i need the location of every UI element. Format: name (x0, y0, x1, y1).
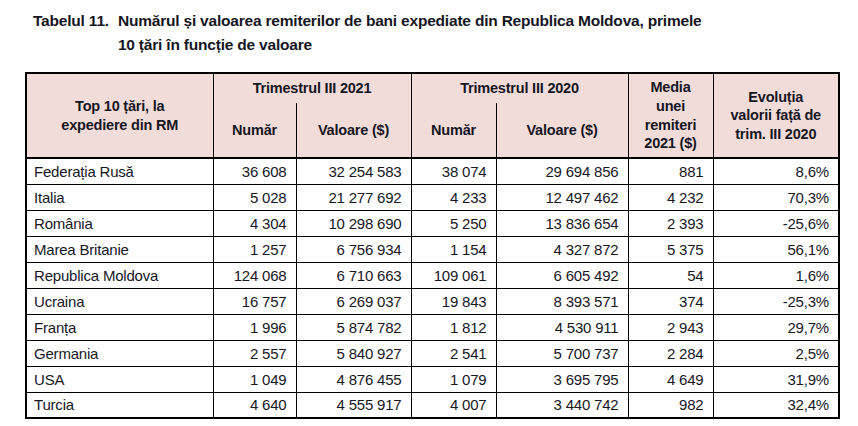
cell-evolutia: 32,4% (713, 392, 839, 418)
cell-numar-2021: 124 068 (213, 262, 296, 288)
header-valoare-2020: Valoare ($) (496, 103, 628, 158)
cell-media-2021: 2 284 (628, 340, 713, 366)
cell-media-2021: 4 232 (628, 184, 713, 210)
cell-valoare-2020: 3 440 742 (496, 392, 628, 418)
cell-numar-2020: 109 061 (411, 262, 496, 288)
cell-country: Republica Moldova (26, 262, 213, 288)
header-numar-2020: Număr (411, 103, 496, 158)
cell-numar-2020: 1 812 (411, 314, 496, 340)
cell-numar-2021: 36 608 (213, 158, 296, 184)
header-country: Top 10 țări, la expediere din RM (26, 73, 213, 158)
cell-country: Marea Britanie (26, 236, 213, 262)
header-group-trimestrul-2021: Trimestrul III 2021 (213, 73, 411, 103)
cell-evolutia: -25,3% (713, 288, 839, 314)
cell-numar-2021: 1 996 (213, 314, 296, 340)
cell-valoare-2021: 4 555 917 (296, 392, 411, 418)
cell-media-2021: 4 649 (628, 366, 713, 392)
cell-valoare-2021: 32 254 583 (296, 158, 411, 184)
cell-valoare-2020: 6 605 492 (496, 262, 628, 288)
cell-numar-2020: 4 233 (411, 184, 496, 210)
cell-evolutia: 70,3% (713, 184, 839, 210)
header-valoare-2021: Valoare ($) (296, 103, 411, 158)
cell-numar-2021: 2 557 (213, 340, 296, 366)
cell-numar-2021: 4 304 (213, 210, 296, 236)
cell-country: Germania (26, 340, 213, 366)
table-row: Marea Britanie1 2576 756 9341 1544 327 8… (26, 236, 839, 262)
cell-numar-2020: 4 007 (411, 392, 496, 418)
table-title: Tabelul 11. Numărul și valoarea remiteri… (33, 9, 701, 57)
cell-valoare-2021: 6 756 934 (296, 236, 411, 262)
cell-valoare-2020: 4 530 911 (496, 314, 628, 340)
cell-media-2021: 54 (628, 262, 713, 288)
cell-country: Italia (26, 184, 213, 210)
header-group-trimestrul-2020: Trimestrul III 2020 (411, 73, 628, 103)
cell-numar-2021: 1 257 (213, 236, 296, 262)
header-evolutia: Evoluția valorii față de trim. III 2020 (713, 73, 839, 158)
table-row: Federația Rusă36 60832 254 58338 07429 6… (26, 158, 839, 184)
cell-country: Franța (26, 314, 213, 340)
table-row: Ucraina16 7576 269 03719 8438 393 571374… (26, 288, 839, 314)
cell-numar-2021: 4 640 (213, 392, 296, 418)
cell-media-2021: 2 393 (628, 210, 713, 236)
cell-evolutia: 8,6% (713, 158, 839, 184)
cell-numar-2020: 38 074 (411, 158, 496, 184)
cell-evolutia: -25,6% (713, 210, 839, 236)
cell-valoare-2021: 4 876 455 (296, 366, 411, 392)
cell-valoare-2021: 5 874 782 (296, 314, 411, 340)
table-row: Republica Moldova124 0686 710 663109 061… (26, 262, 839, 288)
cell-numar-2021: 16 757 (213, 288, 296, 314)
cell-evolutia: 56,1% (713, 236, 839, 262)
table-row: Franța1 9965 874 7821 8124 530 9112 9432… (26, 314, 839, 340)
cell-evolutia: 2,5% (713, 340, 839, 366)
cell-valoare-2021: 5 840 927 (296, 340, 411, 366)
cell-media-2021: 374 (628, 288, 713, 314)
table-title-text: Numărul și valoarea remiterilor de bani … (118, 9, 702, 57)
cell-evolutia: 1,6% (713, 262, 839, 288)
table-title-line1: Numărul și valoarea remiterilor de bani … (118, 9, 702, 33)
cell-valoare-2021: 6 710 663 (296, 262, 411, 288)
cell-country: Ucraina (26, 288, 213, 314)
cell-media-2021: 982 (628, 392, 713, 418)
cell-numar-2021: 1 049 (213, 366, 296, 392)
cell-media-2021: 881 (628, 158, 713, 184)
cell-valoare-2021: 21 277 692 (296, 184, 411, 210)
table-title-label: Tabelul 11. (33, 9, 109, 33)
cell-country: USA (26, 366, 213, 392)
cell-valoare-2020: 5 700 737 (496, 340, 628, 366)
table-row: Turcia4 6404 555 9174 0073 440 74298232,… (26, 392, 839, 418)
cell-evolutia: 29,7% (713, 314, 839, 340)
cell-numar-2021: 5 028 (213, 184, 296, 210)
cell-valoare-2020: 4 327 872 (496, 236, 628, 262)
table-title-line2: 10 țări în funcție de valoare (118, 33, 702, 57)
cell-numar-2020: 1 079 (411, 366, 496, 392)
cell-valoare-2020: 8 393 571 (496, 288, 628, 314)
cell-valoare-2021: 10 298 690 (296, 210, 411, 236)
table-row: România4 30410 298 6905 25013 836 6542 3… (26, 210, 839, 236)
cell-media-2021: 2 943 (628, 314, 713, 340)
cell-numar-2020: 2 541 (411, 340, 496, 366)
table-header: Top 10 țări, la expediere din RM Trimest… (26, 73, 839, 158)
cell-country: Federația Rusă (26, 158, 213, 184)
table-row: USA1 0494 876 4551 0793 695 7954 64931,9… (26, 366, 839, 392)
cell-numar-2020: 1 154 (411, 236, 496, 262)
header-numar-2021: Număr (213, 103, 296, 158)
cell-media-2021: 5 375 (628, 236, 713, 262)
cell-country: Turcia (26, 392, 213, 418)
remittances-table: Top 10 țări, la expediere din RM Trimest… (25, 72, 840, 419)
cell-valoare-2020: 13 836 654 (496, 210, 628, 236)
cell-valoare-2021: 6 269 037 (296, 288, 411, 314)
table-body: Federația Rusă36 60832 254 58338 07429 6… (26, 158, 839, 418)
cell-country: România (26, 210, 213, 236)
table-row: Germania2 5575 840 9272 5415 700 7372 28… (26, 340, 839, 366)
cell-evolutia: 31,9% (713, 366, 839, 392)
table-row: Italia5 02821 277 6924 23312 497 4624 23… (26, 184, 839, 210)
cell-numar-2020: 5 250 (411, 210, 496, 236)
cell-valoare-2020: 3 695 795 (496, 366, 628, 392)
cell-numar-2020: 19 843 (411, 288, 496, 314)
cell-valoare-2020: 29 694 856 (496, 158, 628, 184)
header-media-remiteri: Media unei remiteri 2021 ($) (628, 73, 713, 158)
cell-valoare-2020: 12 497 462 (496, 184, 628, 210)
